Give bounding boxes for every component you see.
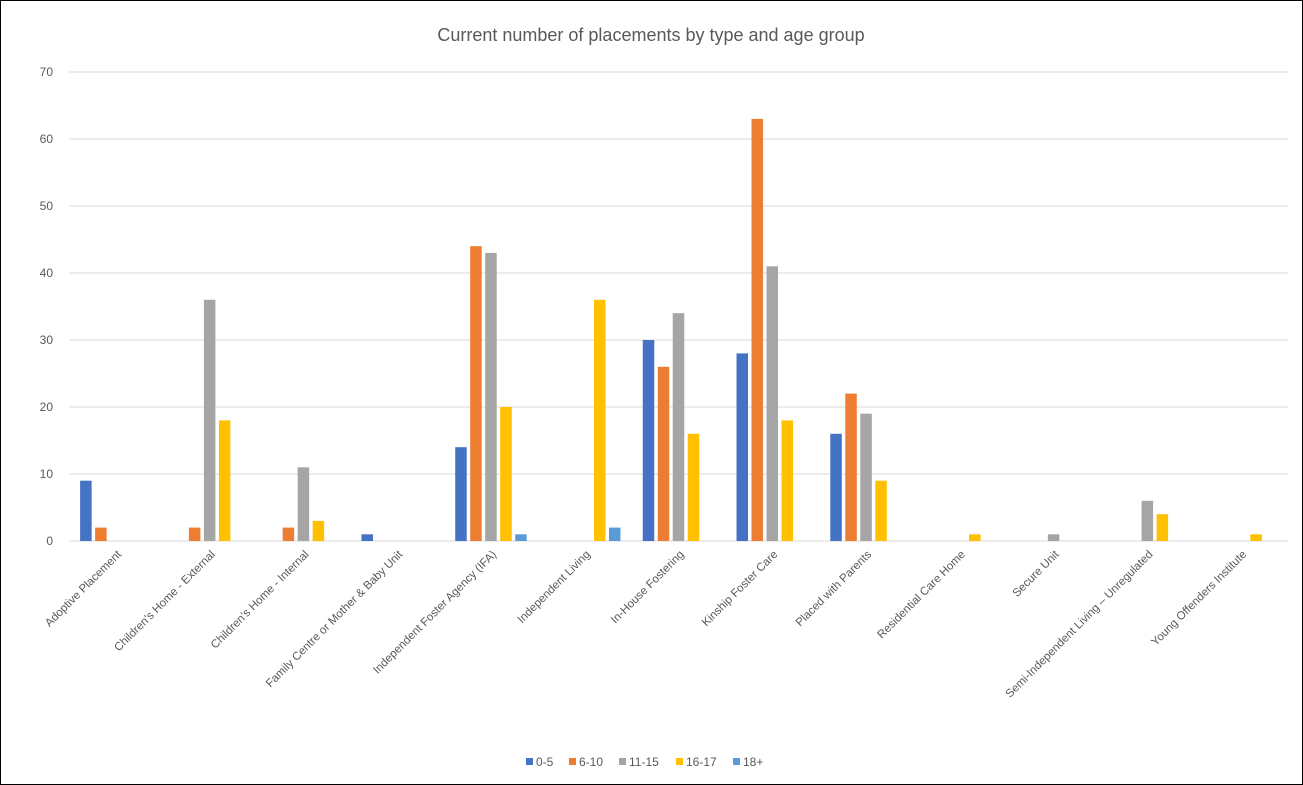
y-tick-label: 40 [40,266,54,280]
legend-label: 11-15 [629,755,659,769]
bar [766,266,779,541]
legend-swatch [733,758,740,765]
category-label: Children's Home - Internal [209,549,312,652]
legend-label: 6-10 [579,755,603,769]
bar [1250,534,1262,541]
bars [80,118,1262,542]
bar [875,480,887,541]
bar [1156,514,1169,541]
bar [1141,500,1154,541]
category-label: Placed with Parents [794,548,875,629]
category-label: Secure Unit [1011,548,1063,600]
bar [593,299,606,541]
bar [282,527,295,541]
y-tick-label: 20 [40,400,54,414]
bar [80,480,92,541]
bar [515,534,527,541]
y-tick-label: 50 [40,199,54,213]
y-axis-tick-labels: 0 10 20 30 40 50 60 70 [40,65,54,548]
bar [736,353,749,541]
category-label: Adoptive Placement [43,548,124,629]
legend-label: 16-17 [686,755,717,769]
y-tick-label: 60 [40,132,54,146]
bar [188,527,201,541]
legend-label: 0-5 [536,755,554,769]
bar [672,313,685,541]
category-label: Residential Care Home [875,549,968,642]
y-tick-label: 30 [40,333,54,347]
legend-swatch [526,758,533,765]
legend-swatch [619,758,626,765]
bar [830,433,842,541]
bar [312,520,325,541]
bar [361,534,373,541]
bar [608,527,621,541]
legend: 0-5 6-10 11-15 16-17 18+ [526,755,763,769]
bar [687,433,700,541]
bar [860,413,872,541]
bar [95,527,107,541]
bar [751,118,764,542]
bar [203,299,216,541]
bar [455,447,467,541]
legend-label: 18+ [743,755,763,769]
bar [657,366,670,541]
category-label: Young Offenders Institute [1149,549,1249,649]
bar [297,467,310,541]
y-tick-label: 0 [46,534,53,548]
category-label: Independent Living [516,549,593,626]
bar [642,340,655,541]
category-label: Kinship Foster Care [700,549,780,629]
category-label: Children's Home - External [112,549,217,654]
bar [1047,534,1060,541]
y-tick-label: 10 [40,467,54,481]
bar [781,420,794,541]
y-tick-label: 70 [40,65,54,79]
legend-swatch [569,758,576,765]
bar [218,420,231,541]
bar [485,252,497,541]
category-label: In-House Fostering [609,549,687,627]
legend-swatch [676,758,683,765]
bar [500,407,512,541]
chart-title: Current number of placements by type and… [437,25,864,45]
category-label: Semi-Independent Living – Unregulated [1004,549,1156,701]
bar [470,246,482,541]
bar [845,393,857,541]
bar [969,534,981,541]
